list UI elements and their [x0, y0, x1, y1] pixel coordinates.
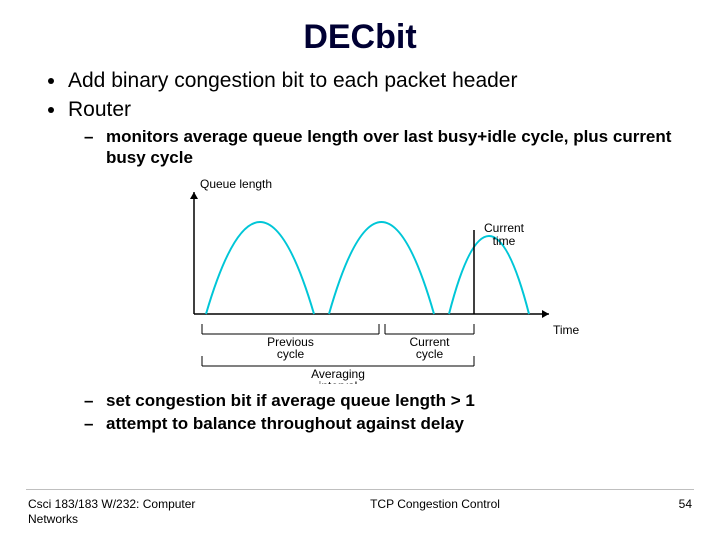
footer-topic: TCP Congestion Control	[218, 497, 652, 511]
svg-text:Queue length: Queue length	[200, 177, 272, 191]
svg-text:cycle: cycle	[277, 347, 305, 361]
dash-icon: –	[84, 390, 98, 411]
bullet-text: Add binary congestion bit to each packet…	[68, 67, 517, 94]
svg-text:interval: interval	[319, 379, 358, 384]
sub-bullet-item: – attempt to balance throughout against …	[84, 413, 690, 434]
slide-title: DECbit	[0, 0, 720, 67]
footer-course: Csci 183/183 W/232: Computer Networks	[28, 497, 218, 526]
sub-bullet-text: attempt to balance throughout against de…	[106, 413, 464, 434]
footer-page-number: 54	[652, 497, 692, 511]
dash-icon: –	[84, 126, 98, 147]
sub-bullet-text: monitors average queue length over last …	[106, 126, 690, 169]
sub-bullet-item: – set congestion bit if average queue le…	[84, 390, 690, 411]
dash-icon: –	[84, 413, 98, 434]
svg-text:time: time	[493, 234, 516, 248]
svg-text:Current: Current	[484, 221, 525, 235]
svg-text:cycle: cycle	[416, 347, 444, 361]
slide-footer: Csci 183/183 W/232: Computer Networks TC…	[0, 497, 720, 526]
slide-content: Add binary congestion bit to each packet…	[0, 67, 720, 435]
footer-divider	[26, 489, 694, 490]
bullet-dot-icon	[48, 107, 54, 113]
sub-bullet-item: – monitors average queue length over las…	[84, 126, 690, 169]
bullet-item: Router	[48, 96, 690, 123]
svg-text:Time: Time	[553, 323, 580, 337]
queue-length-diagram: Queue lengthCurrenttimeTimePreviouscycle…	[134, 174, 604, 384]
diagram-container: Queue lengthCurrenttimeTimePreviouscycle…	[48, 174, 690, 384]
bullet-item: Add binary congestion bit to each packet…	[48, 67, 690, 94]
bullet-dot-icon	[48, 78, 54, 84]
sub-bullet-text: set congestion bit if average queue leng…	[106, 390, 475, 411]
bullet-text: Router	[68, 96, 131, 123]
